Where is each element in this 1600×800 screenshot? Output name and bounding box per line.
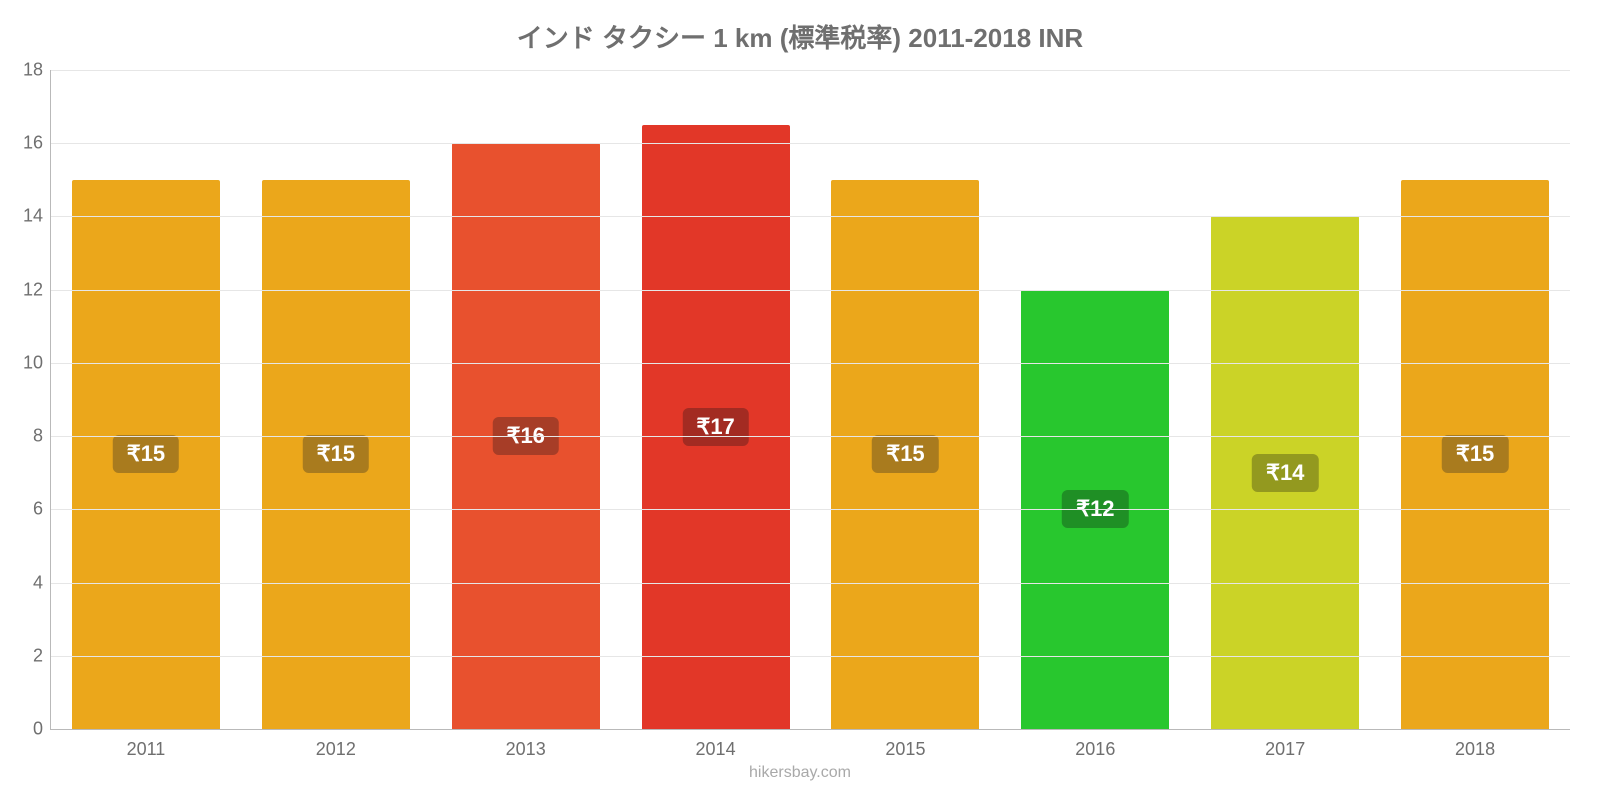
bar-slot: ₹152011 [51,70,241,729]
bar-slot: ₹172014 [621,70,811,729]
y-tick-label: 0 [33,719,51,740]
gridline [51,290,1570,291]
x-tick-label: 2013 [506,729,546,760]
x-tick-label: 2012 [316,729,356,760]
gridline [51,70,1570,71]
bar-slot: ₹152012 [241,70,431,729]
bar-chart: インド タクシー 1 km (標準税率) 2011-2018 INR ₹1520… [0,0,1600,800]
bar-value-label: ₹15 [1442,435,1508,473]
bar-value-label: ₹15 [303,435,369,473]
gridline [51,436,1570,437]
bar-value-label: ₹14 [1252,454,1318,492]
y-tick-label: 8 [33,426,51,447]
y-tick-label: 10 [23,352,51,373]
bar-slot: ₹162013 [431,70,621,729]
x-tick-label: 2018 [1455,729,1495,760]
y-tick-label: 6 [33,499,51,520]
gridline [51,216,1570,217]
bar: ₹15 [1401,180,1549,729]
x-tick-label: 2017 [1265,729,1305,760]
chart-title: インド タクシー 1 km (標準税率) 2011-2018 INR [0,0,1600,55]
y-tick-label: 12 [23,279,51,300]
bar-value-label: ₹17 [682,408,748,446]
y-tick-label: 18 [23,60,51,81]
gridline [51,583,1570,584]
y-tick-label: 14 [23,206,51,227]
bar-value-label: ₹15 [113,435,179,473]
bar: ₹15 [831,180,979,729]
y-tick-label: 16 [23,133,51,154]
bar: ₹15 [72,180,220,729]
bar-slot: ₹152018 [1380,70,1570,729]
gridline [51,143,1570,144]
gridline [51,509,1570,510]
gridline [51,656,1570,657]
y-tick-label: 4 [33,572,51,593]
bar-value-label: ₹15 [872,435,938,473]
x-tick-label: 2015 [885,729,925,760]
bars-container: ₹152011₹152012₹162013₹172014₹152015₹1220… [51,70,1570,729]
x-tick-label: 2014 [696,729,736,760]
bar: ₹14 [1211,216,1359,729]
x-tick-label: 2011 [127,729,166,760]
bar-slot: ₹152015 [811,70,1001,729]
chart-source: hikersbay.com [0,764,1600,782]
bar: ₹15 [262,180,410,729]
bar-slot: ₹122016 [1000,70,1190,729]
bar-slot: ₹142017 [1190,70,1380,729]
x-tick-label: 2016 [1075,729,1115,760]
gridline [51,363,1570,364]
plot-area: ₹152011₹152012₹162013₹172014₹152015₹1220… [50,70,1570,730]
y-tick-label: 2 [33,645,51,666]
